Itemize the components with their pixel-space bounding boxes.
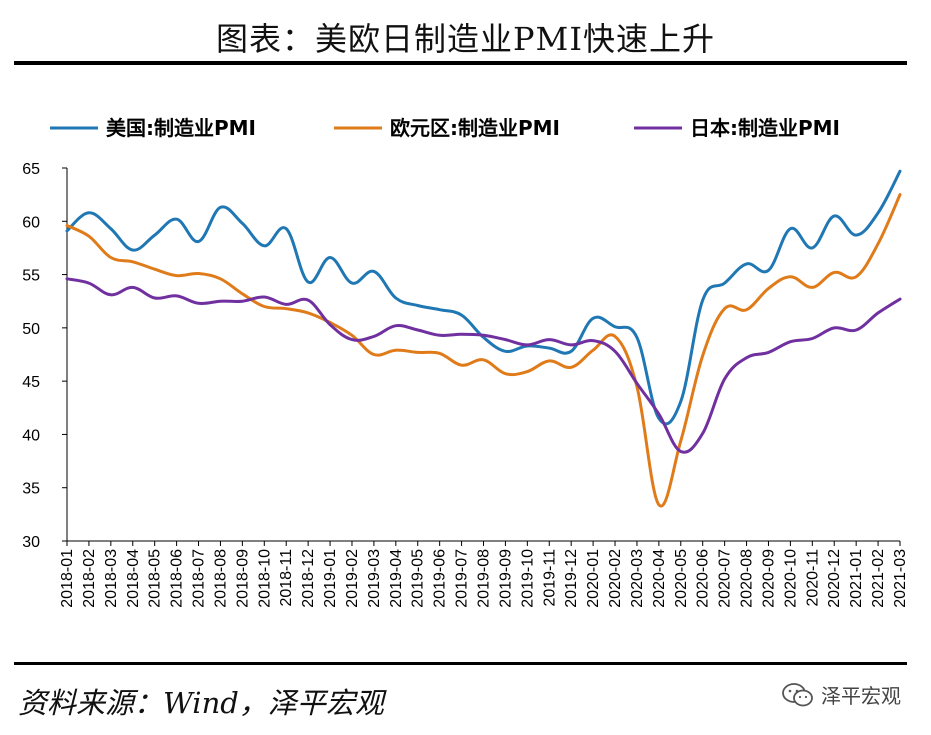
x-tick-label: 2019-01 [322, 549, 339, 608]
x-tick-label: 2020-10 [782, 549, 799, 608]
y-tick-label: 65 [22, 161, 40, 178]
x-tick-label: 2020-04 [651, 549, 668, 608]
x-tick-label: 2020-02 [607, 549, 624, 608]
x-tick-label: 2021-03 [892, 549, 909, 608]
x-tick-label: 2019-03 [366, 549, 383, 608]
x-tick-label: 2019-09 [497, 549, 514, 608]
x-tick-label: 2020-12 [826, 549, 843, 608]
x-tick-label: 2019-11 [541, 549, 558, 607]
x-tick-label: 2018-06 [169, 549, 186, 608]
x-tick-label: 2021-01 [848, 549, 865, 608]
x-tick-label: 2018-01 [59, 549, 76, 608]
chart-series [65, 169, 902, 508]
y-tick-label: 40 [22, 427, 40, 444]
x-tick-label: 2019-10 [519, 549, 536, 608]
legend-label: 美国:制造业PMI [106, 116, 256, 140]
x-tick-label: 2019-02 [344, 549, 361, 608]
legend-label: 欧元区:制造业PMI [390, 116, 560, 140]
x-tick-label: 2020-09 [760, 549, 777, 608]
series-line-us-manufacturing-pmi [65, 169, 902, 426]
x-tick-label: 2020-07 [717, 549, 734, 608]
x-tick-label: 2018-09 [234, 549, 251, 608]
x-tick-label: 2018-10 [256, 549, 273, 608]
y-tick-label: 60 [22, 214, 40, 231]
chart-axes: 30 35 40 45 50 55 60 65 2018-01 2018-02 2018-03 201… [22, 161, 909, 608]
brand-watermark: 泽平宏观 [781, 680, 901, 709]
x-tick-label: 2020-08 [739, 549, 756, 608]
source-note: 资料来源：Wind，泽平宏观 [18, 686, 384, 720]
y-tick-label: 30 [22, 534, 40, 551]
x-tick-label: 2018-03 [103, 549, 120, 608]
x-tick-label: 2020-05 [673, 549, 690, 608]
chart-legend: 美国:制造业PMI 欧元区:制造业PMI 日本:制造业PMI [50, 116, 840, 140]
y-tick-label: 50 [22, 321, 40, 338]
series-line-japan-manufacturing-pmi [65, 277, 902, 454]
x-tick-label: 2019-07 [454, 549, 471, 608]
line-chart: 美国:制造业PMI 欧元区:制造业PMI 日本:制造业PMI 30 35 40 45 50 5… [22, 116, 909, 608]
title-underline [14, 61, 907, 65]
x-tick-label: 2018-07 [191, 549, 208, 608]
x-tick-label: 2018-02 [81, 549, 98, 608]
x-tick-label: 2019-12 [563, 549, 580, 608]
brand-name: 泽平宏观 [821, 684, 901, 708]
y-tick-label: 55 [22, 268, 40, 285]
x-tick-label: 2019-05 [410, 549, 427, 608]
x-tick-label: 2018-04 [125, 549, 142, 608]
y-tick-label: 35 [22, 481, 40, 498]
x-tick-label: 2019-04 [388, 549, 405, 608]
x-tick-label: 2018-08 [212, 549, 229, 608]
wechat-icon [782, 682, 813, 706]
x-tick-label: 2021-02 [870, 549, 887, 608]
x-tick-label: 2020-03 [629, 549, 646, 608]
series-line-eurozone-manufacturing-pmi [65, 193, 902, 508]
x-tick-label: 2020-11 [804, 549, 821, 607]
x-tick-label: 2018-12 [300, 549, 317, 608]
footer-rule [14, 662, 907, 665]
legend-label: 日本:制造业PMI [690, 116, 840, 140]
x-tick-label: 2019-06 [432, 549, 449, 608]
x-tick-label: 2018-11 [278, 549, 295, 607]
y-tick-label: 45 [22, 374, 40, 391]
x-tick-label: 2020-06 [695, 549, 712, 608]
chart-title: 图表：美欧日制造业PMI快速上升 [216, 20, 715, 58]
x-tick-label: 2018-05 [147, 549, 164, 608]
x-tick-label: 2020-01 [585, 549, 602, 608]
x-tick-label: 2019-08 [476, 549, 493, 608]
